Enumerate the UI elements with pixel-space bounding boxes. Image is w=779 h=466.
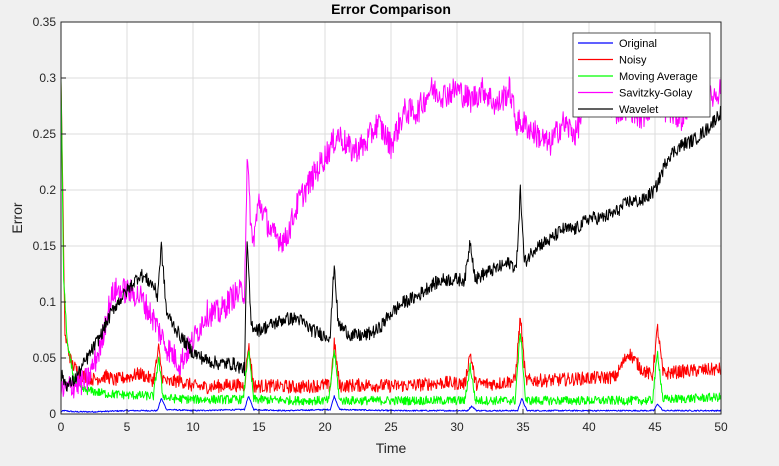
y-tick-label-2: 0.1 [39, 295, 56, 309]
series-line-1 [60, 81, 722, 395]
y-tick-label-6: 0.3 [39, 71, 56, 85]
legend-items: Original Noisy Moving Average Savitzky-Gola… [578, 38, 698, 116]
y-tick-label-0: 0 [49, 407, 56, 421]
legend-label-3: Savitzky-Golay [619, 88, 693, 100]
y-tick-label-4: 0.2 [39, 183, 56, 197]
y-tick-label-1: 0.05 [33, 351, 57, 365]
legend-box [572, 32, 711, 118]
ticks: 0 5 10 15 20 25 30 35 40 45 50 0 0.05 0.1 0.15 0.2 0.25 0… [33, 15, 728, 434]
x-tick-label-5: 25 [384, 420, 398, 434]
legend[interactable]: Original Noisy Moving Average Savitzky-Gola… [572, 32, 711, 118]
x-tick-label-7: 35 [516, 420, 530, 434]
x-tick-label-4: 20 [318, 420, 332, 434]
series-line-2 [60, 77, 722, 406]
x-tick-label-1: 5 [124, 420, 131, 434]
y-tick-label-3: 0.15 [33, 239, 57, 253]
legend-label-0: Original [619, 38, 657, 50]
x-tick-label-10: 50 [714, 420, 728, 434]
y-tick-label-5: 0.25 [33, 127, 57, 141]
y-axis-label: Error [9, 202, 25, 233]
x-tick-label-9: 45 [648, 420, 662, 434]
legend-label-2: Moving Average [619, 71, 698, 83]
legend-label-4: Wavelet [619, 104, 658, 116]
x-tick-label-6: 30 [450, 420, 464, 434]
x-tick-label-8: 40 [582, 420, 596, 434]
chart-title: Error Comparison [331, 1, 451, 17]
x-tick-label-3: 15 [252, 420, 266, 434]
legend-label-1: Noisy [619, 55, 647, 67]
y-tick-label-7: 0.35 [33, 15, 57, 29]
x-tick-label-0: 0 [58, 420, 65, 434]
x-axis-label: Time [376, 440, 407, 456]
x-tick-label-2: 10 [186, 420, 200, 434]
series-line-4 [60, 105, 722, 392]
